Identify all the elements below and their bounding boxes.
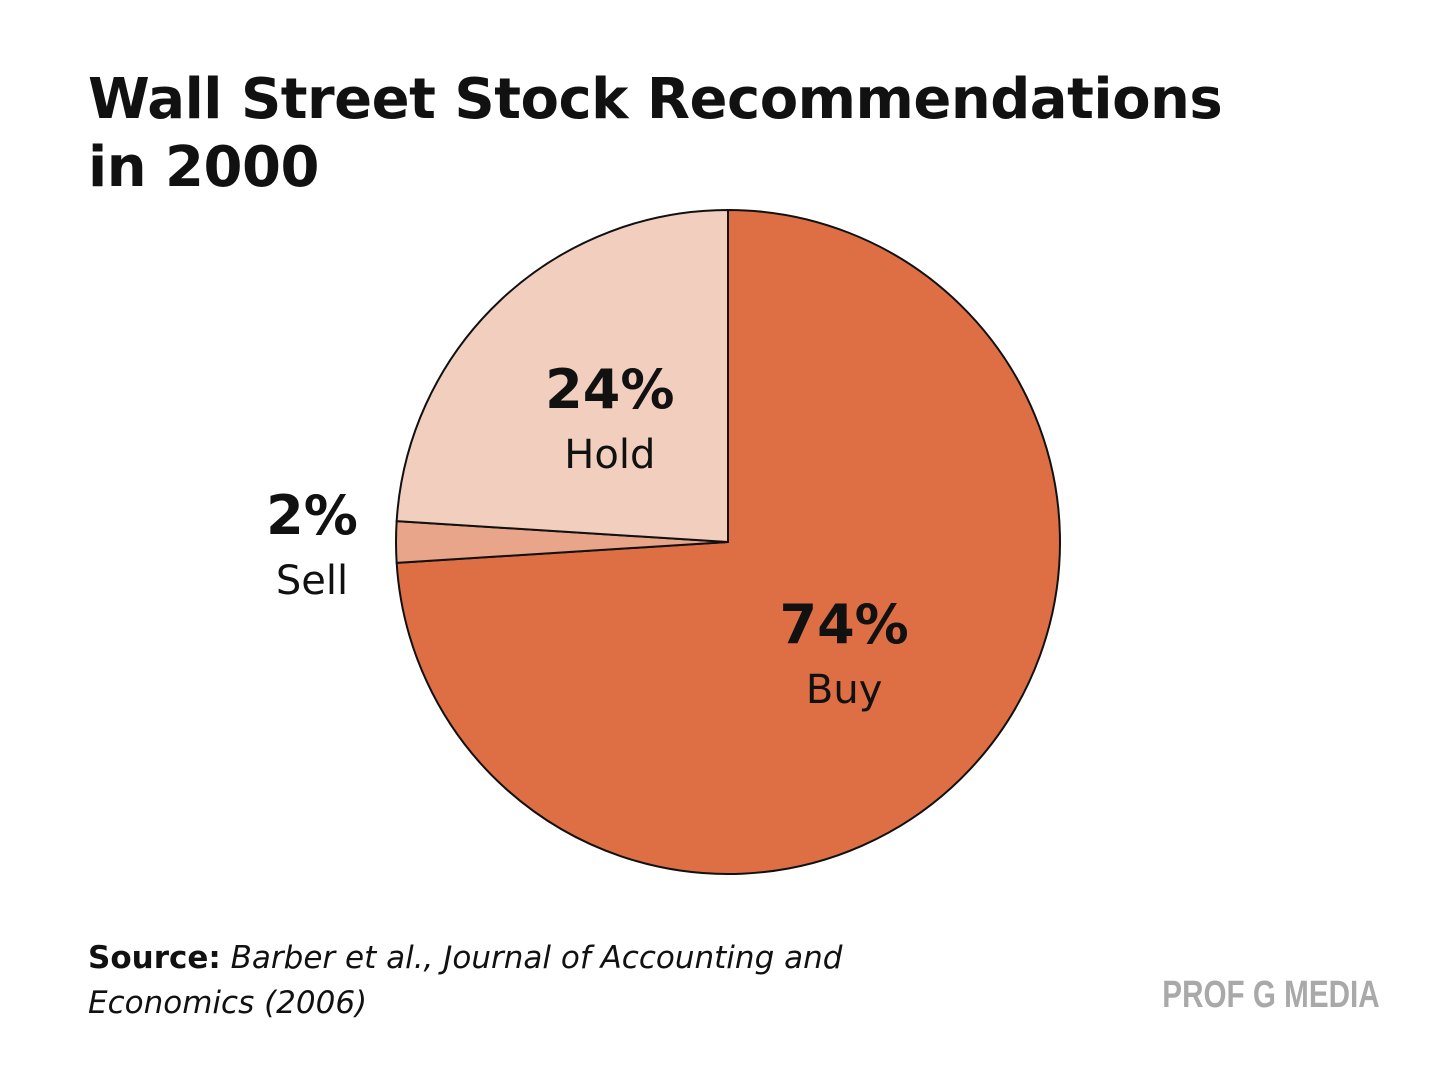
slice-category-label-buy: Buy: [806, 667, 882, 713]
chart-title: Wall Street Stock Recommendations in 200…: [88, 66, 1288, 202]
slice-value-label-buy: 74%: [780, 593, 909, 656]
slice-value-label-sell: 2%: [266, 484, 358, 547]
chart-title-line-2: in 2000: [88, 135, 319, 200]
slice-value-label-hold: 24%: [545, 358, 674, 421]
source-text: Barber et al., Journal of Accounting and…: [88, 940, 843, 1021]
chart-title-line-1: Wall Street Stock Recommendations: [88, 67, 1223, 132]
brand-logo: PROF G MEDIA: [1162, 974, 1380, 1016]
source-label: Source:: [88, 940, 221, 976]
pie-slice-hold: [395, 209, 729, 543]
source-note: Source: Barber et al., Journal of Accoun…: [88, 936, 948, 1026]
slice-category-label-hold: Hold: [564, 432, 655, 478]
slice-category-label-sell: Sell: [276, 558, 348, 604]
